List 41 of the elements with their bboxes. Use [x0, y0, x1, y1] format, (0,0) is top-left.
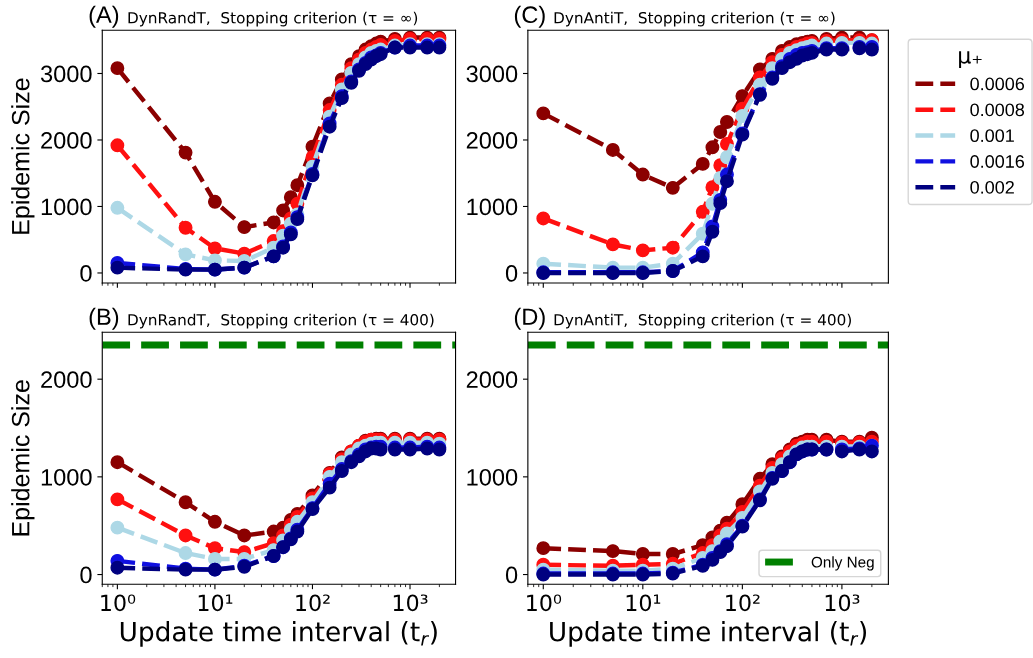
y-tick-label: 0: [505, 265, 518, 282]
y-tick-label: 3000: [466, 65, 518, 83]
x-tick-label: 10⁰: [527, 594, 562, 612]
y-tick-label: 2000: [41, 132, 92, 149]
chart-subtitle: DynAntiT, Stopping criterion (τ = 400): [554, 313, 851, 329]
chart-title: (C): [514, 5, 545, 28]
x-axis-title: Update time interval (t$_{r}$): [550, 621, 867, 647]
x-axis-title: Update time interval (t$_{r}$): [120, 621, 437, 647]
x-tick-label: 10²: [296, 594, 330, 612]
y-tick-label: 1000: [467, 468, 518, 486]
chart-title: (D): [514, 307, 545, 330]
legend-label: Only Neg: [811, 556, 874, 571]
y-tick-label: 2000: [41, 371, 92, 388]
chart-title: (B): [89, 307, 119, 330]
y-axis-title: Epidemic Size: [11, 380, 35, 536]
chart-subtitle: DynAntiT, Stopping criterion (τ = ∞): [554, 11, 835, 27]
y-tick-label: 1000: [467, 198, 518, 216]
chart-subtitle: DynRandT, Stopping criterion (τ = ∞): [128, 11, 418, 27]
y-tick-label: 2000: [466, 371, 518, 388]
legend-label: 0.002: [970, 180, 1014, 194]
y-tick-label: 1000: [41, 198, 92, 216]
y-tick-label: 0: [80, 265, 92, 282]
legend-label: 0.0008: [970, 103, 1025, 117]
x-tick-label: 10³: [825, 594, 860, 612]
y-tick-label: 0: [505, 566, 518, 584]
legend-label: 0.0016: [970, 155, 1025, 168]
chart-subtitle: DynRandT, Stopping criterion (τ = 400): [128, 313, 434, 329]
x-tick-label: 10⁰: [101, 594, 136, 612]
y-tick-label: 3000: [40, 65, 92, 83]
x-tick-label: 10¹: [626, 594, 661, 612]
x-tick-label: 10¹: [198, 594, 233, 612]
y-axis-title: Epidemic Size: [11, 78, 35, 234]
x-tick-label: 10²: [726, 594, 760, 612]
legend-label: 0.0006: [970, 77, 1025, 91]
x-tick-label: 10³: [393, 594, 428, 612]
chart-title: (A): [89, 5, 119, 28]
legend-label: 0.001: [970, 129, 1014, 143]
y-tick-label: 1000: [41, 468, 92, 486]
y-tick-label: 2000: [466, 132, 518, 149]
y-tick-label: 0: [80, 566, 92, 584]
legend-title: μ₊: [959, 51, 982, 69]
